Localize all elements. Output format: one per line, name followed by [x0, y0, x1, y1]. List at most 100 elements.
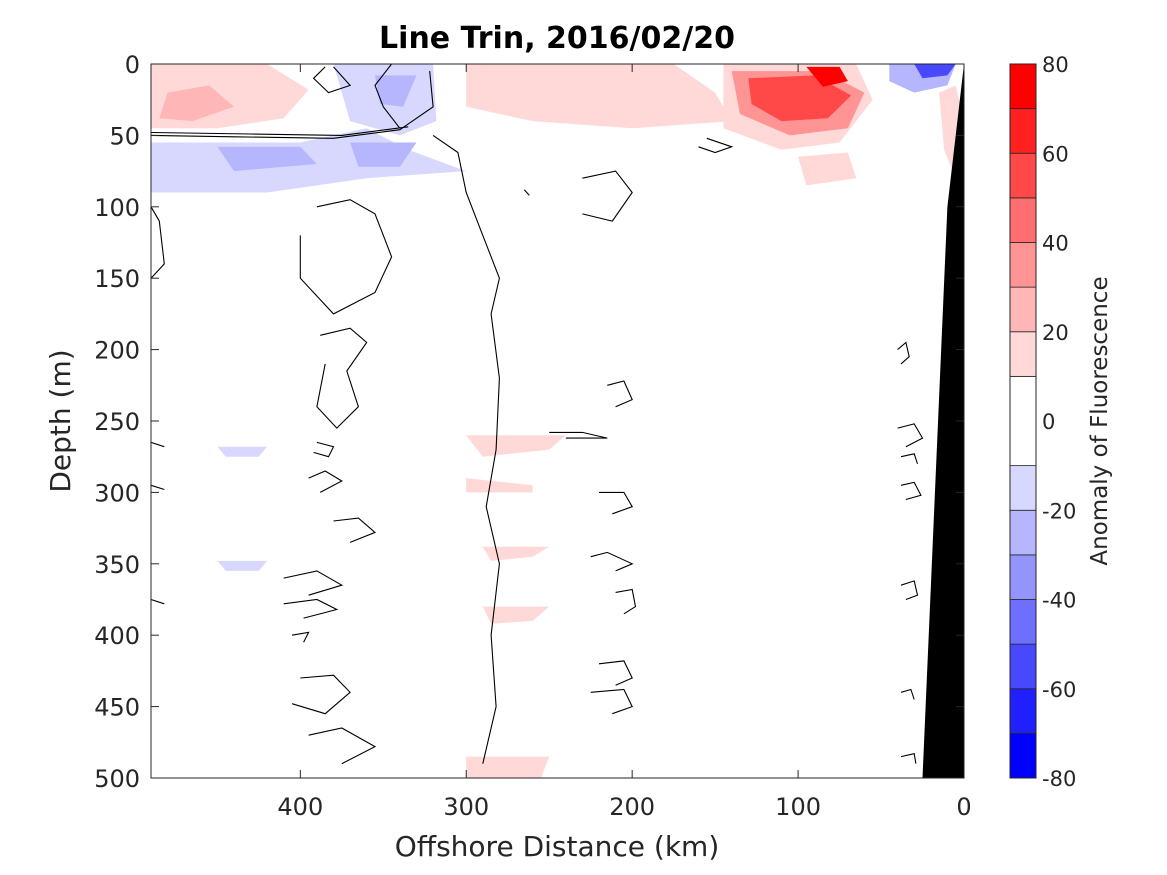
- contour-line-27: [900, 453, 919, 464]
- colorbar-tick-label: -20: [1042, 499, 1076, 523]
- y-axis-label: Depth (m): [44, 349, 77, 492]
- anomaly-patch-15: [914, 64, 956, 79]
- y-tick-label: 300: [94, 479, 140, 507]
- contour-line-11: [283, 598, 339, 619]
- contour-line-1: [312, 66, 352, 94]
- colorbar-tick-label: 0: [1042, 410, 1055, 434]
- colorbar-level-2: [1009, 643, 1037, 690]
- anomaly-patch-2: [466, 64, 732, 129]
- colorbar-tick-label: 80: [1042, 53, 1069, 77]
- y-tick-label: 100: [94, 194, 140, 222]
- x-axis-label: Offshore Distance (km): [395, 830, 720, 863]
- chart-title: Line Trin, 2016/02/20: [379, 21, 735, 56]
- colorbar-level-1: [1009, 688, 1037, 734]
- y-tick-label: 500: [94, 765, 140, 793]
- colorbar-frame: [1009, 63, 1037, 779]
- contour-line-29: [900, 580, 919, 601]
- contour-line-14: [308, 727, 377, 765]
- colorbar-level-11: [1009, 197, 1037, 243]
- contour-line-12: [291, 631, 310, 643]
- colorbar-tick-label: -60: [1042, 678, 1076, 702]
- contour-line-8: [313, 441, 335, 458]
- anomaly-patch-17: [466, 435, 566, 457]
- colorbar-tick-label: -40: [1042, 589, 1076, 613]
- contour-line-22: [590, 688, 633, 715]
- y-tick-label: 200: [94, 337, 140, 365]
- contour-line-2: [374, 63, 401, 129]
- contour-line-33: [150, 484, 165, 491]
- anomaly-patch-7: [798, 152, 857, 186]
- colorbar-level-5: [1009, 509, 1037, 556]
- zero-contour-lines: [150, 63, 924, 765]
- contour-line-17: [607, 380, 633, 408]
- y-tick-label: 450: [94, 694, 140, 722]
- contour-line-13: [291, 674, 351, 715]
- x-tick-label: 100: [775, 793, 821, 821]
- anomaly-patch-6: [806, 66, 848, 87]
- contour-line-25: [897, 341, 910, 365]
- y-tick-label: 50: [109, 122, 140, 150]
- contour-line-23: [698, 137, 734, 154]
- colorbar-level-8: [1009, 331, 1037, 377]
- contour-line-5: [299, 199, 393, 315]
- anomaly-patch-16: [466, 478, 533, 493]
- plot-area: [150, 63, 965, 779]
- contour-line-32: [150, 441, 165, 448]
- colorbar-level-0: [1009, 732, 1037, 779]
- colorbar-tick-label: -80: [1042, 767, 1076, 791]
- contour-line-3: [150, 126, 409, 136]
- contour-line-30: [900, 688, 915, 700]
- contour-line-21: [598, 660, 633, 686]
- colorbar-tick-label: 40: [1042, 232, 1069, 256]
- anomaly-patch-21: [217, 446, 268, 457]
- anomaly-patch-18: [482, 546, 550, 561]
- colorbar-level-3: [1009, 599, 1037, 645]
- contour-line-26: [897, 423, 924, 448]
- contour-line-24: [523, 189, 530, 196]
- x-tick-label: 400: [277, 793, 323, 821]
- x-tick-label: 300: [443, 793, 489, 821]
- contour-line-9: [333, 517, 377, 543]
- colorbar-level-14: [1009, 63, 1037, 110]
- contour-line-10: [283, 570, 344, 596]
- colorbar-level-13: [1009, 108, 1037, 154]
- anomaly-patches: [151, 64, 964, 778]
- contour-line-16: [549, 431, 608, 439]
- contour-line-35: [150, 206, 165, 279]
- y-tick-label: 0: [125, 51, 140, 79]
- anomaly-patch-11: [350, 142, 417, 167]
- contour-line-19: [615, 588, 637, 615]
- contour-line-7: [308, 470, 343, 493]
- contour-line-28: [900, 481, 922, 501]
- anomaly-patch-1: [159, 85, 234, 122]
- colorbar-label: Anomaly of Fluorescence: [1087, 276, 1113, 565]
- y-tick-label: 150: [94, 265, 140, 293]
- contour-line-15: [582, 170, 633, 222]
- x-tick-label: 200: [609, 793, 655, 821]
- contour-line-31: [900, 753, 917, 764]
- colorbar-level-6: [1009, 465, 1037, 511]
- y-tick-label: 250: [94, 408, 140, 436]
- y-axis-ticks: 0 50 100 150 200 250 300 350 400 450 500: [94, 51, 964, 793]
- colorbar-level-10: [1009, 242, 1037, 288]
- colorbar-level-9: [1009, 286, 1037, 333]
- anomaly-patch-19: [482, 606, 550, 624]
- colorbar-level-12: [1009, 152, 1037, 199]
- anomaly-patch-13: [375, 75, 417, 107]
- colorbar-tick-label: 20: [1042, 321, 1069, 345]
- contour-line-0: [150, 71, 434, 139]
- bathymetry-mask: [922, 64, 964, 778]
- colorbar: 80 60 40 20 0 -20 -40 -60 -80: [1009, 53, 1076, 791]
- x-axis-ticks: 400 300 200 100 0: [277, 64, 972, 821]
- colorbar-tick-label: 60: [1042, 142, 1069, 166]
- contour-line-18: [599, 491, 634, 515]
- contour-line-4: [432, 134, 500, 764]
- colorbar-level-7: [1009, 375, 1037, 467]
- x-tick-label: 0: [956, 793, 971, 821]
- anomaly-patch-20: [466, 756, 550, 778]
- anomaly-patch-10: [217, 146, 317, 172]
- anomaly-patch-22: [217, 560, 268, 571]
- y-tick-label: 350: [94, 551, 140, 579]
- colorbar-level-4: [1009, 554, 1037, 600]
